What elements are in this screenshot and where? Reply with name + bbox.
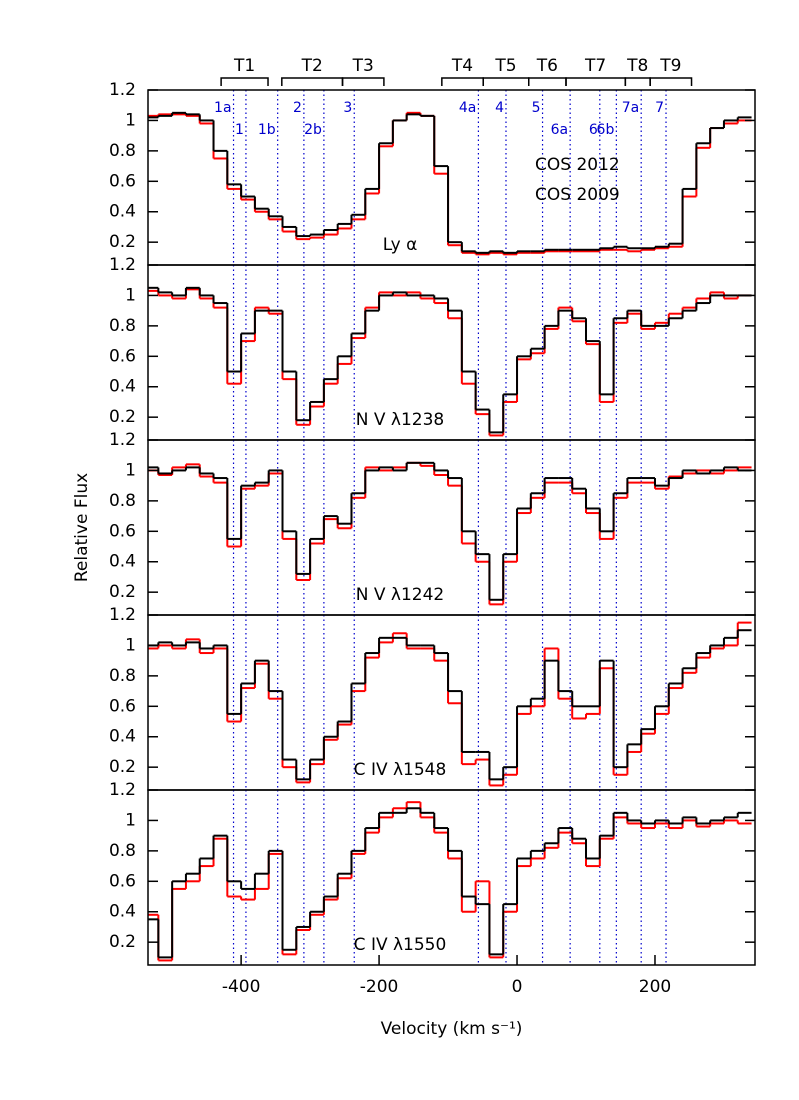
trough-bracket (341, 77, 385, 86)
y-tick-label: 1.2 (109, 780, 136, 800)
trough-label: T9 (659, 56, 681, 76)
trough-bracket (281, 77, 344, 86)
y-tick-label: 1.2 (109, 605, 136, 625)
y-tick-label: 0.6 (109, 171, 136, 191)
trough-label: T7 (584, 56, 606, 76)
y-tick-label: 0.8 (109, 841, 136, 861)
trough-label: T2 (301, 56, 323, 76)
trough-label: T1 (233, 56, 255, 76)
y-tick-label: 0.8 (109, 316, 136, 336)
marker-label: 5 (532, 100, 541, 116)
marker-label: 6b (597, 122, 615, 138)
panel-frame (147, 264, 756, 441)
trough-bracket (649, 77, 693, 86)
marker-label: 7 (655, 100, 664, 116)
y-tick-label: 0.8 (109, 491, 136, 511)
y-tick-label: 0.6 (109, 346, 136, 366)
trough-label: T6 (536, 56, 558, 76)
step-riser (157, 802, 739, 961)
x-tick-label: 0 (512, 977, 523, 997)
x-tick-label: 200 (639, 977, 671, 997)
marker-label: 1a (214, 100, 232, 116)
y-tick-label: 1 (125, 635, 136, 655)
panel-frame (147, 439, 756, 616)
y-tick-label: 1.2 (109, 80, 136, 100)
y-tick-label: 1 (125, 285, 136, 305)
marker-label: 2 (293, 100, 302, 116)
y-tick-label: 1.2 (109, 430, 136, 450)
trough-bracket (624, 77, 651, 86)
trough-bracket (565, 77, 627, 86)
trough-label: T8 (626, 56, 648, 76)
marker-label: 6 (589, 122, 598, 138)
y-tick-label: 0.4 (109, 727, 136, 747)
trough-label: T5 (494, 56, 516, 76)
step-riser (157, 462, 739, 605)
panel-label: N V λ1242 (356, 585, 444, 605)
y-tick-label: 0.2 (109, 407, 136, 427)
y-tick-label: 1 (125, 810, 136, 830)
y-tick-label: 0.6 (109, 521, 136, 541)
step-riser (157, 462, 739, 600)
y-tick-label: 0.2 (109, 757, 136, 777)
y-tick-label: 0.4 (109, 202, 136, 222)
legend-entry: COS 2009 (535, 185, 620, 205)
panel-frame (147, 789, 756, 966)
marker-label: 1b (258, 122, 276, 138)
panel-label: C IV λ1550 (354, 935, 447, 955)
x-tick-label: -400 (222, 977, 261, 997)
y-tick-label: 0.4 (109, 377, 136, 397)
y-tick-label: 0.8 (109, 141, 136, 161)
y-tick-label: 0.2 (109, 932, 136, 952)
marker-label: 2b (304, 122, 322, 138)
x-tick-label: -200 (360, 977, 399, 997)
trough-bracket (528, 77, 567, 86)
step-riser (157, 808, 739, 958)
y-tick-label: 0.2 (109, 582, 136, 602)
y-tick-label: 1 (125, 110, 136, 130)
y-tick-label: 0.6 (109, 696, 136, 716)
marker-label: 7a (622, 100, 640, 116)
y-tick-label: 0.4 (109, 552, 136, 572)
marker-label: 6a (551, 122, 569, 138)
panel-label: C IV λ1548 (354, 760, 447, 780)
panel-frame (147, 89, 756, 266)
y-tick-label: 0.4 (109, 902, 136, 922)
y-tick-label: 0.2 (109, 232, 136, 252)
panel-label: N V λ1238 (356, 410, 444, 430)
y-tick-label: 1.2 (109, 255, 136, 275)
trough-bracket (482, 77, 530, 86)
marker-label: 4a (459, 100, 477, 116)
step-riser (157, 630, 739, 780)
panel-label: Ly α (383, 235, 418, 255)
marker-label: 4 (495, 100, 504, 116)
step-riser (157, 287, 712, 433)
trough-label: T4 (451, 56, 473, 76)
marker-label: 1 (235, 122, 244, 138)
step-riser (157, 112, 739, 253)
marker-label: 3 (343, 100, 352, 116)
y-tick-label: 0.8 (109, 666, 136, 686)
y-tick-label: 1 (125, 460, 136, 480)
x-axis-label: Velocity (km s⁻¹) (381, 1019, 523, 1039)
trough-bracket (220, 77, 269, 86)
legend-entry: COS 2012 (535, 155, 620, 175)
trough-label: T3 (352, 56, 374, 76)
y-axis-label: Relative Flux (72, 473, 92, 582)
trough-bracket (441, 77, 484, 86)
y-tick-label: 0.6 (109, 871, 136, 891)
